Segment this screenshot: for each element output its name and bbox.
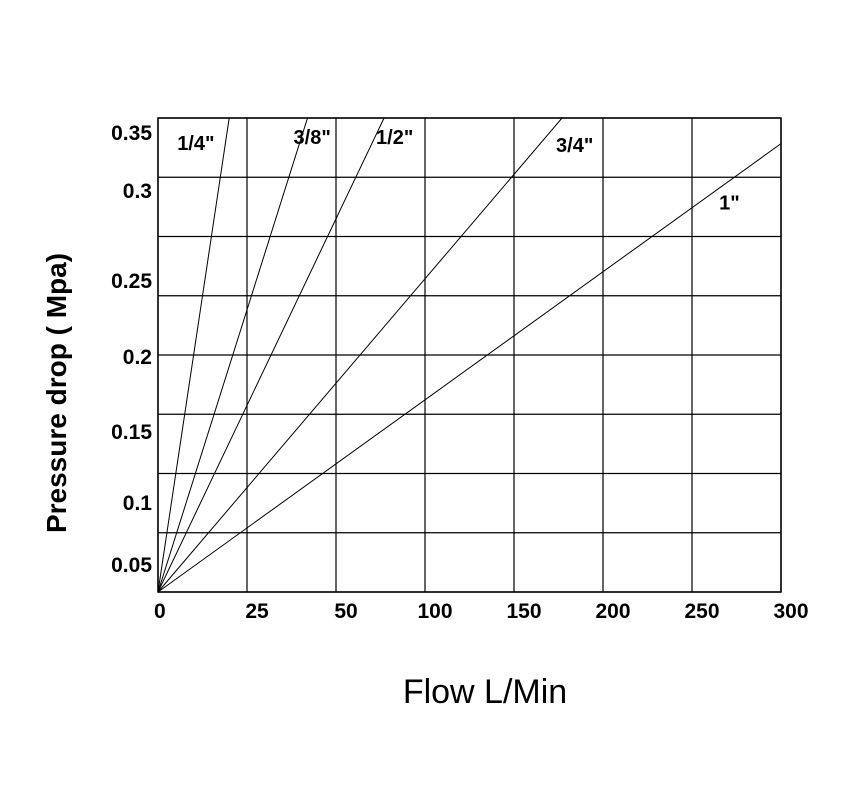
series-label: 3/4" [556,135,593,157]
y-tick-label: 0.1 [123,492,153,515]
series-line [157,117,308,593]
x-tick-label: 0 [154,600,166,623]
x-tick-label: 250 [684,600,719,623]
y-tick-label: 0.35 [111,122,152,145]
x-tick-label: 100 [417,600,452,623]
x-axis-ticks: 0 25 50 100 150 200 250 300 [154,600,809,623]
grid [157,117,782,593]
series-line [157,117,385,593]
x-tick-label: 150 [506,600,541,623]
x-tick-label: 300 [773,600,808,623]
y-tick-label: 0.25 [111,270,152,293]
series-label: 1" [719,192,740,214]
y-tick-label: 0.15 [111,421,152,444]
y-axis-label: Pressure drop ( Mpa) [41,253,72,533]
plot-frame [157,117,782,593]
series-label: 1/2" [376,127,413,149]
y-tick-label: 0.3 [123,180,152,203]
series-lines [157,117,782,593]
x-tick-label: 200 [595,600,630,623]
x-tick-label: 25 [245,600,269,623]
series-line [157,143,782,593]
x-axis-label: Flow L/Min [403,673,567,711]
x-tick-label: 50 [334,600,357,623]
series-line [157,117,563,593]
series-line [157,117,230,593]
y-tick-label: 0.2 [123,346,152,369]
y-tick-label: 0.05 [111,554,152,577]
series-label: 3/8" [294,127,331,149]
y-axis-ticks: 0.05 0.1 0.15 0.2 0.25 0.3 0.35 [111,122,152,577]
series-labels: 1/4" 3/8" 1/2" 3/4" 1" [177,127,740,214]
series-label: 1/4" [177,133,214,155]
